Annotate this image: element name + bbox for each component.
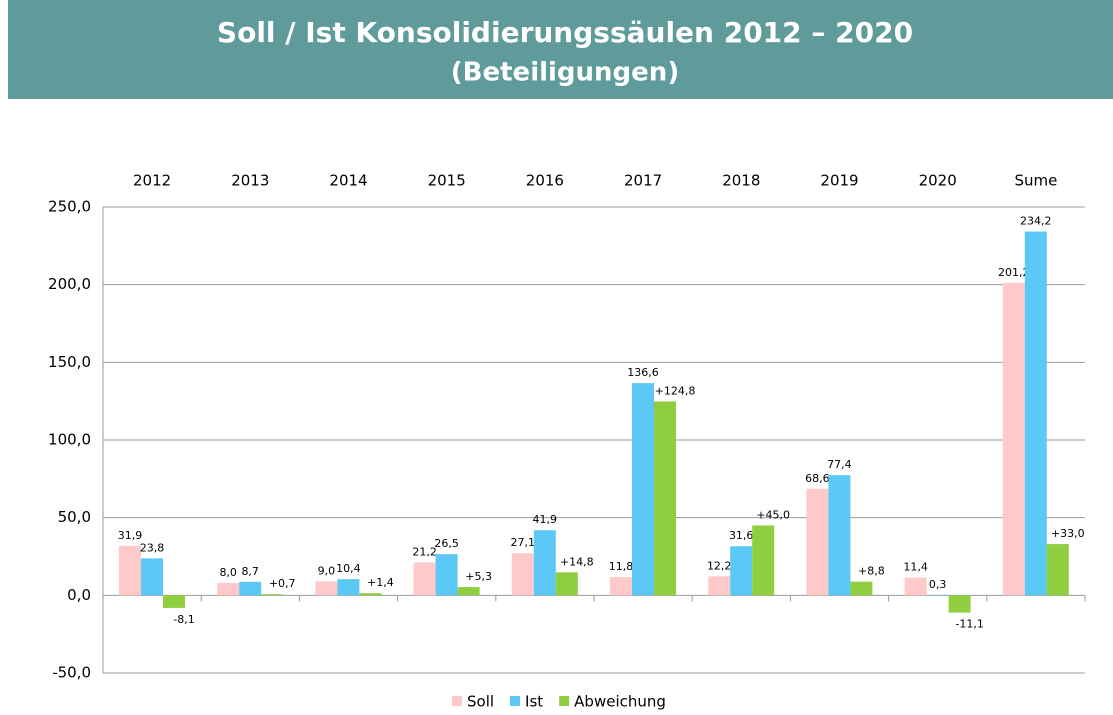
x-tick-label: 2020: [919, 172, 957, 190]
value-label: +33,0: [1051, 527, 1085, 540]
x-tick-label: 2018: [722, 172, 760, 190]
y-tick-label: -50,0: [52, 664, 91, 682]
bar: [239, 582, 261, 596]
value-label: +5,3: [465, 570, 492, 583]
bar: [850, 582, 872, 596]
bar: [163, 595, 185, 608]
value-label: 12,2: [707, 559, 732, 572]
bar: [905, 578, 927, 596]
x-tick-label: 2019: [820, 172, 858, 190]
value-label: +0,7: [269, 577, 296, 590]
value-label: -11,1: [955, 618, 983, 631]
bar: [949, 595, 971, 612]
value-label: 31,6: [729, 529, 754, 542]
value-label: 26,5: [434, 537, 459, 550]
value-label: 8,7: [241, 565, 259, 578]
bar: [141, 558, 163, 595]
y-tick-label: 250,0: [48, 198, 91, 216]
value-label: +14,8: [560, 555, 594, 568]
bar: [1003, 283, 1025, 596]
bar: [1047, 544, 1069, 595]
bar: [730, 546, 752, 595]
legend-swatch: [559, 696, 569, 706]
bar: [654, 401, 676, 595]
value-label: 8,0: [219, 566, 237, 579]
bar: [828, 475, 850, 595]
x-tick-label: 2015: [428, 172, 466, 190]
bar: [632, 383, 654, 595]
x-tick-label: 2012: [133, 172, 171, 190]
x-tick-label: 2013: [231, 172, 269, 190]
y-tick-label: 200,0: [48, 275, 91, 293]
value-label: 234,2: [1020, 215, 1052, 228]
value-label: 10,4: [336, 562, 361, 575]
bar: [337, 579, 359, 595]
bar: [1025, 232, 1047, 596]
value-label: 41,9: [533, 513, 558, 526]
bar: [436, 554, 458, 595]
legend-label: Ist: [525, 693, 543, 711]
bar: [534, 530, 556, 595]
value-label: 11,8: [609, 560, 634, 573]
value-label: +45,0: [756, 508, 790, 521]
x-tick-label: 2017: [624, 172, 662, 190]
value-label: 136,6: [627, 366, 659, 379]
y-tick-label: 50,0: [58, 508, 91, 526]
x-tick-label: 2016: [526, 172, 564, 190]
y-tick-label: 150,0: [48, 353, 91, 371]
bar: [512, 553, 534, 595]
bar: [359, 593, 381, 595]
bar: [752, 525, 774, 595]
x-tick-label: 2014: [329, 172, 367, 190]
value-label: 27,1: [511, 536, 536, 549]
value-label: 23,8: [140, 541, 165, 554]
value-label: 68,6: [805, 472, 830, 485]
value-label: 21,2: [412, 545, 437, 558]
bar: [217, 583, 239, 595]
value-label: 77,4: [827, 458, 852, 471]
bar: [806, 489, 828, 596]
chart-title: Soll / Ist Konsolidierungssäulen 2012 – …: [217, 16, 913, 49]
x-tick-label: Sume: [1014, 172, 1057, 190]
value-label: +1,4: [367, 576, 394, 589]
value-label: 0,3: [929, 578, 947, 591]
chart-subtitle: (Beteiligungen): [451, 58, 679, 88]
value-label: 11,4: [903, 561, 928, 574]
bar: [556, 572, 578, 595]
y-tick-label: 0,0: [67, 586, 91, 604]
bar: [458, 587, 480, 595]
bar: [414, 562, 436, 595]
legend-swatch: [510, 696, 520, 706]
bar: [708, 576, 730, 595]
value-label: 9,0: [318, 564, 336, 577]
value-label: -8,1: [173, 613, 194, 626]
bar: [261, 594, 283, 595]
value-label: 31,9: [118, 529, 143, 542]
value-label: +124,8: [655, 384, 696, 397]
legend-swatch: [452, 696, 462, 706]
legend-label: Abweichung: [574, 693, 666, 711]
bar: [315, 581, 337, 595]
value-label: +8,8: [858, 565, 885, 578]
legend-label: Soll: [467, 693, 494, 711]
bar: [610, 577, 632, 595]
y-tick-label: 100,0: [48, 431, 91, 449]
bar: [119, 546, 141, 596]
